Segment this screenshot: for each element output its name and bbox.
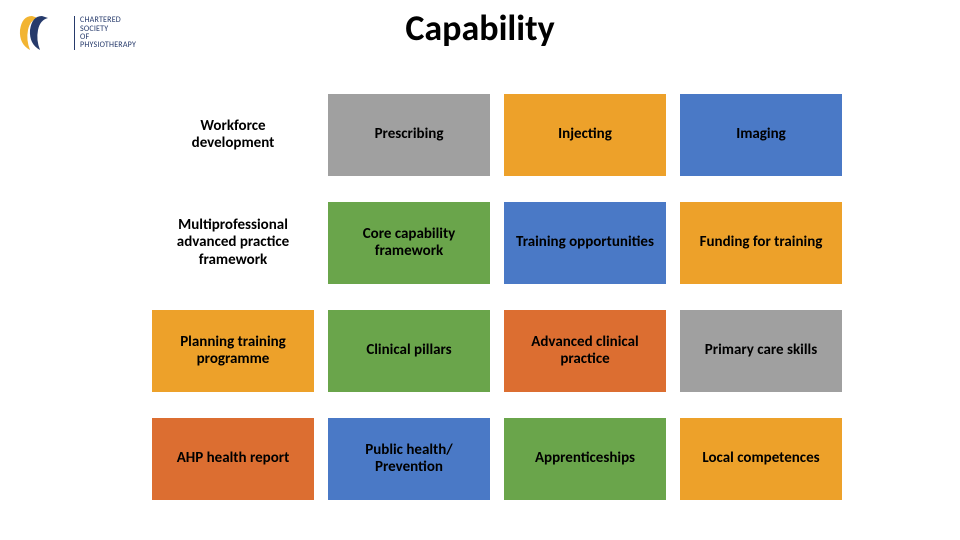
grid-cell: Core capability framework bbox=[328, 202, 490, 284]
grid-cell: Multiprofessional advanced practice fram… bbox=[152, 202, 314, 284]
grid-cell: AHP health report bbox=[152, 418, 314, 500]
grid-cell: Planning training programme bbox=[152, 310, 314, 392]
grid-cell: Training opportunities bbox=[504, 202, 666, 284]
grid-cell: Apprenticeships bbox=[504, 418, 666, 500]
grid-cell: Imaging bbox=[680, 94, 842, 176]
grid-cell: Prescribing bbox=[328, 94, 490, 176]
grid-cell: Clinical pillars bbox=[328, 310, 490, 392]
grid-cell: Funding for training bbox=[680, 202, 842, 284]
page-title: Capability bbox=[0, 6, 960, 50]
grid-cell: Advanced clinical practice bbox=[504, 310, 666, 392]
capability-grid: Workforce developmentPrescribingInjectin… bbox=[152, 94, 842, 500]
grid-cell: Public health/ Prevention bbox=[328, 418, 490, 500]
grid-cell: Primary care skills bbox=[680, 310, 842, 392]
grid-cell: Workforce development bbox=[152, 94, 314, 176]
grid-cell: Injecting bbox=[504, 94, 666, 176]
grid-cell: Local competences bbox=[680, 418, 842, 500]
